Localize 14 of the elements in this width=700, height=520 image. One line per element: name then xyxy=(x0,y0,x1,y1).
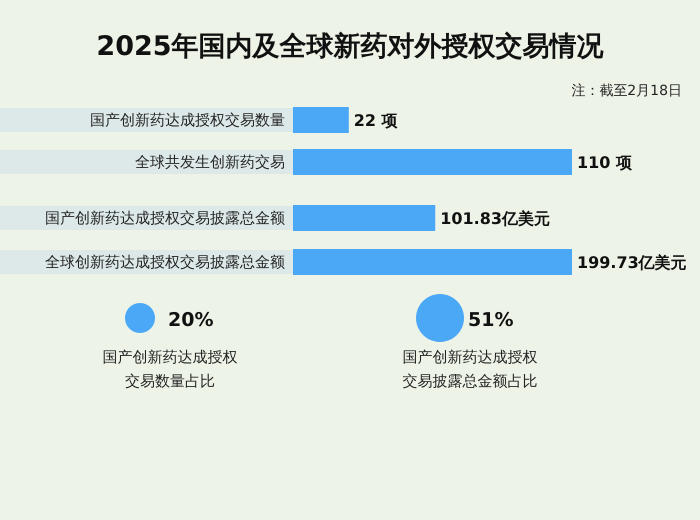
chart-title: 2025年国内及全球新药对外授权交易情况 xyxy=(96,31,605,62)
y-tick-label: 全球创新药达成授权交易披露总金额 xyxy=(45,253,285,271)
data-label: 22 项 xyxy=(354,111,399,130)
data-label: 51% xyxy=(468,309,514,331)
category-label: 国产创新药达成授权交易披露总金额占比 xyxy=(402,348,538,390)
y-tick-label: 国产创新药达成授权交易数量 xyxy=(90,111,285,129)
y-tick-label: 全球共发生创新药交易 xyxy=(135,153,285,171)
annotation: 注：截至2月18日 xyxy=(571,83,682,99)
category-label: 国产创新药达成授权交易数量占比 xyxy=(102,348,238,390)
data-label: 101.83亿美元 xyxy=(440,209,550,228)
data-label: 20% xyxy=(168,309,214,331)
data-label: 110 项 xyxy=(577,153,633,172)
y-tick-label: 国产创新药达成授权交易披露总金额 xyxy=(45,209,285,227)
data-label: 199.73亿美元 xyxy=(577,253,687,272)
